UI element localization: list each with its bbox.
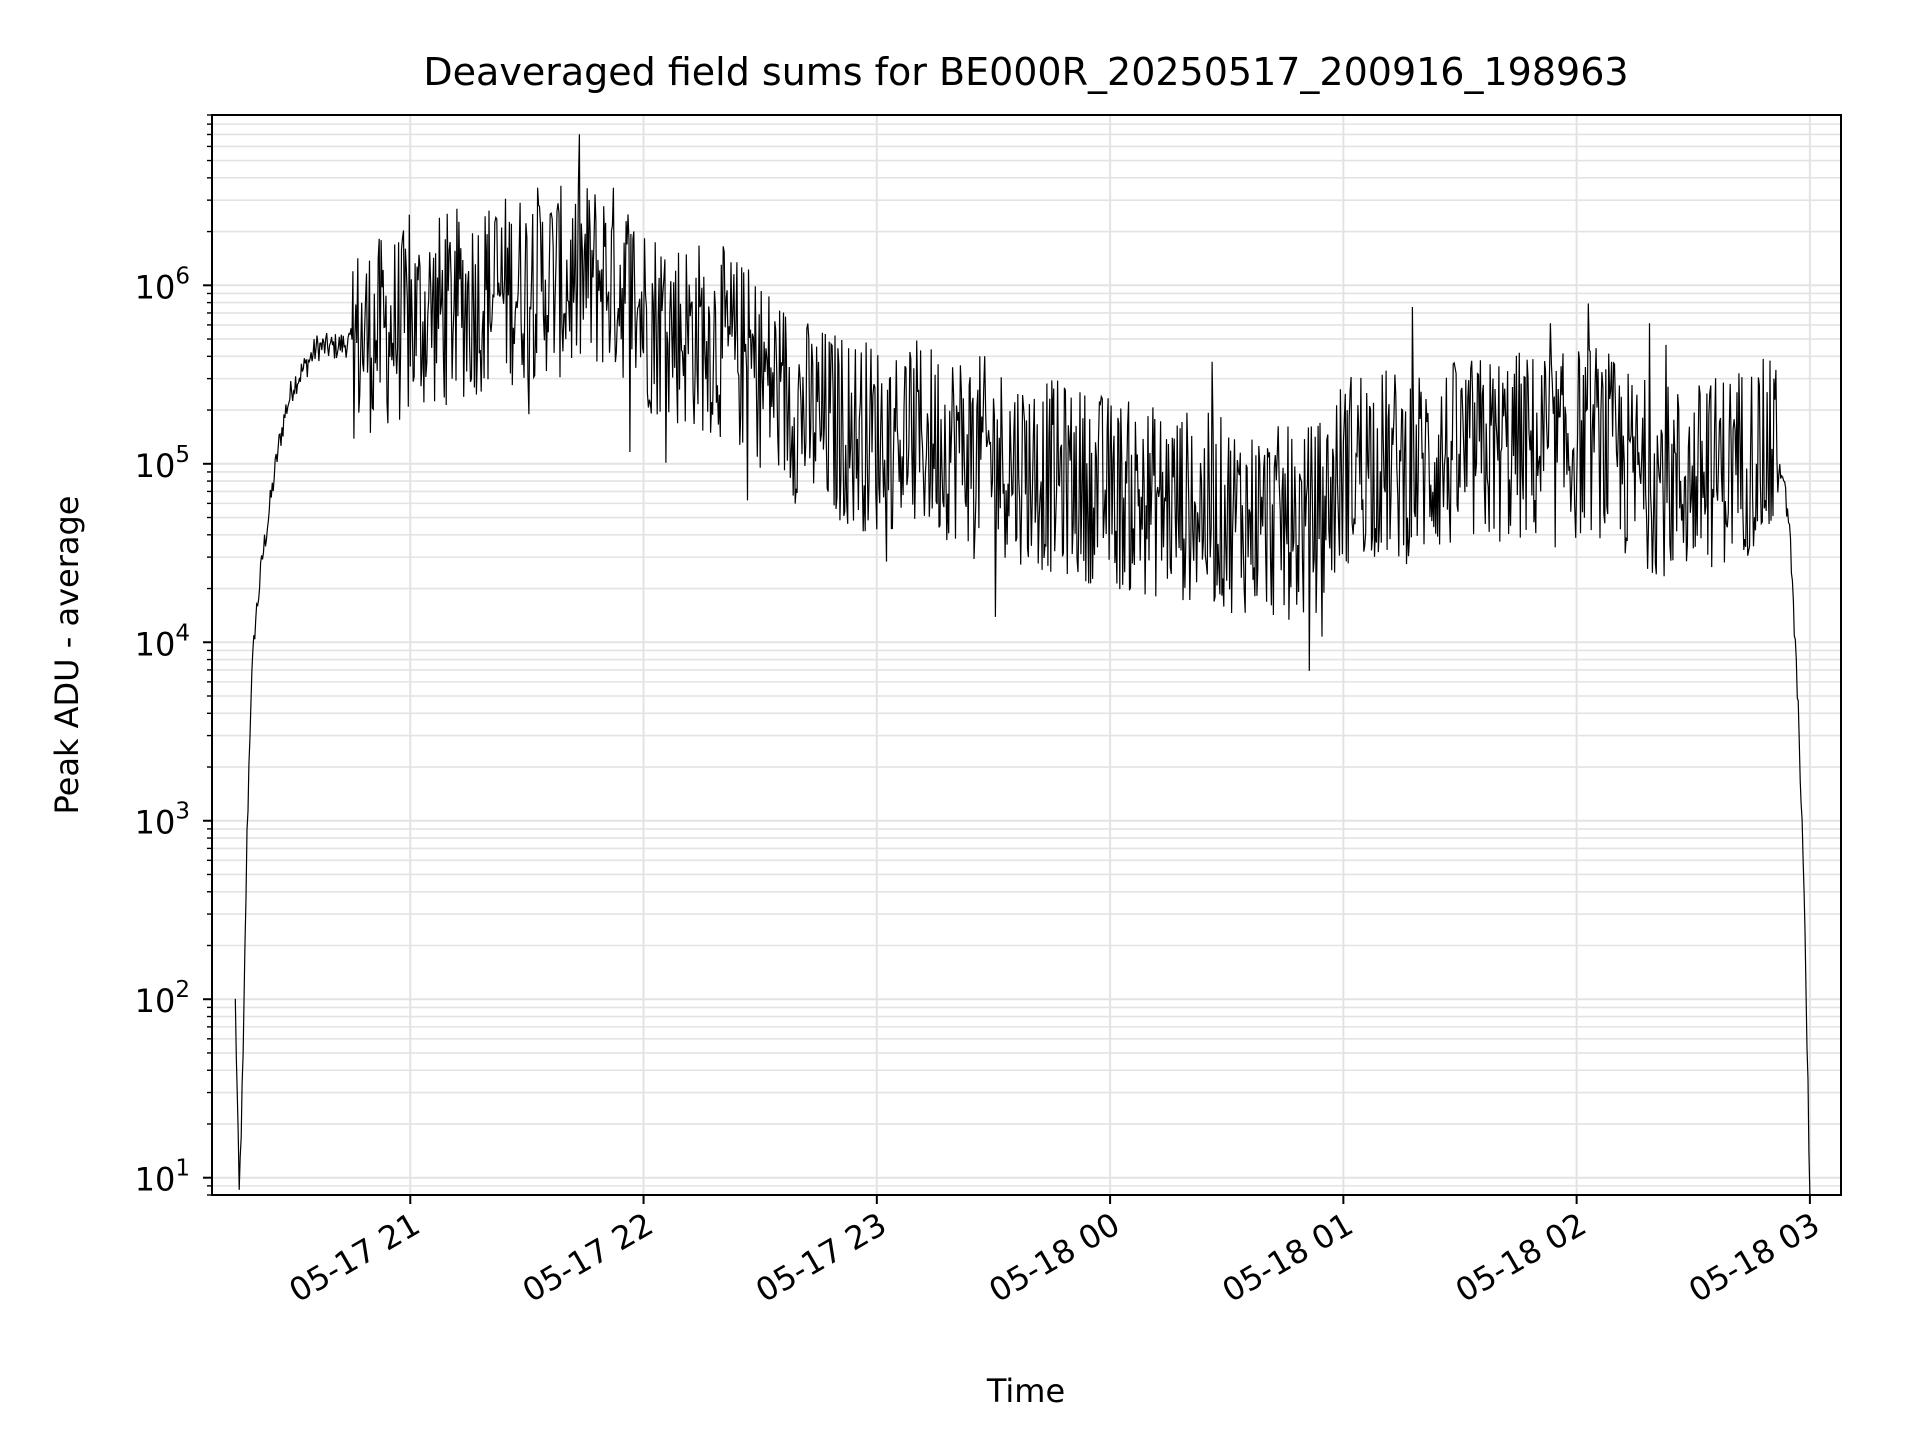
axes-frame xyxy=(211,114,1842,1196)
y-tick-label: 101 xyxy=(135,1156,190,1199)
y-tick-label: 105 xyxy=(135,442,190,485)
x-axis-label: Time xyxy=(986,1372,1065,1410)
x-tick-label: 05-17 22 xyxy=(516,1205,660,1310)
x-tick-label: 05-18 01 xyxy=(1216,1205,1360,1310)
y-tick-label: 106 xyxy=(135,263,190,306)
y-tick-label: 104 xyxy=(135,620,190,663)
x-tick-label: 05-18 02 xyxy=(1449,1205,1593,1310)
series-line xyxy=(234,134,1811,1195)
x-tick-label: 05-17 21 xyxy=(283,1205,427,1310)
x-tick-label: 05-18 00 xyxy=(982,1205,1126,1310)
y-tick-label: 102 xyxy=(135,977,190,1020)
y-axis-label: Peak ADU - average xyxy=(48,496,86,815)
series-group xyxy=(234,134,1811,1195)
chart-title: Deaveraged field sums for BE000R_2025051… xyxy=(423,50,1628,94)
y-tick-label: 103 xyxy=(135,799,190,842)
x-tick-label: 05-18 03 xyxy=(1682,1205,1826,1310)
plot-area xyxy=(234,134,1811,1195)
x-tick-label: 05-17 23 xyxy=(749,1205,893,1310)
